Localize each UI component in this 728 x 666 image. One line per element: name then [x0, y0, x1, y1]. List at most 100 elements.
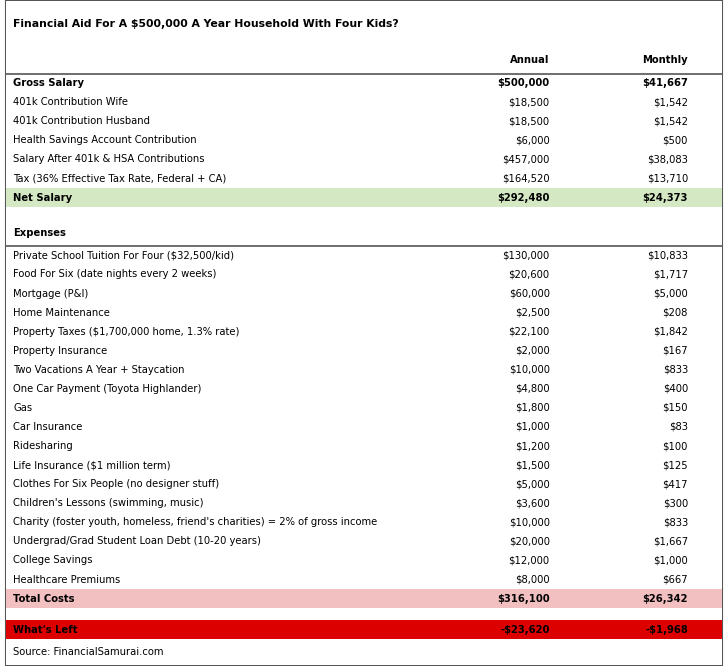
Text: -$1,968: -$1,968 — [645, 625, 688, 635]
Text: $24,373: $24,373 — [643, 192, 688, 202]
Text: Healthcare Premiums: Healthcare Premiums — [13, 575, 120, 585]
Text: $833: $833 — [662, 517, 688, 527]
Text: $316,100: $316,100 — [497, 593, 550, 603]
Text: Undergrad/Grad Student Loan Debt (10-20 years): Undergrad/Grad Student Loan Debt (10-20 … — [13, 536, 261, 546]
Text: $6,000: $6,000 — [515, 135, 550, 145]
Bar — [6, 620, 722, 639]
Text: $300: $300 — [662, 498, 688, 508]
Bar — [6, 150, 722, 169]
Bar — [6, 93, 722, 112]
Text: Two Vacations A Year + Staycation: Two Vacations A Year + Staycation — [13, 365, 185, 375]
Bar — [6, 360, 722, 380]
Text: $833: $833 — [662, 365, 688, 375]
Text: $1,542: $1,542 — [653, 117, 688, 127]
Bar — [6, 47, 722, 73]
Text: $13,710: $13,710 — [646, 173, 688, 183]
Bar — [6, 207, 722, 220]
Text: 401k Contribution Wife: 401k Contribution Wife — [13, 97, 128, 107]
Bar — [6, 284, 722, 303]
Text: $10,000: $10,000 — [509, 517, 550, 527]
Text: $125: $125 — [662, 460, 688, 470]
Bar — [6, 220, 722, 246]
Text: $164,520: $164,520 — [502, 173, 550, 183]
Text: Life Insurance ($1 million term): Life Insurance ($1 million term) — [13, 460, 170, 470]
Text: Financial Aid For A $500,000 A Year Household With Four Kids?: Financial Aid For A $500,000 A Year Hous… — [13, 19, 399, 29]
Bar — [6, 398, 722, 418]
Text: Total Costs: Total Costs — [13, 593, 74, 603]
Text: $667: $667 — [662, 575, 688, 585]
Text: Children's Lessons (swimming, music): Children's Lessons (swimming, music) — [13, 498, 204, 508]
Text: Annual: Annual — [510, 55, 550, 65]
Text: $10,000: $10,000 — [509, 365, 550, 375]
Bar — [6, 303, 722, 322]
Text: $2,500: $2,500 — [515, 308, 550, 318]
Text: Health Savings Account Contribution: Health Savings Account Contribution — [13, 135, 197, 145]
Bar — [6, 589, 722, 608]
Text: $130,000: $130,000 — [502, 250, 550, 260]
Bar — [6, 570, 722, 589]
Text: $1,200: $1,200 — [515, 441, 550, 451]
Text: $417: $417 — [662, 480, 688, 490]
Text: $3,600: $3,600 — [515, 498, 550, 508]
Text: Property Taxes ($1,700,000 home, 1.3% rate): Property Taxes ($1,700,000 home, 1.3% ra… — [13, 326, 240, 336]
Text: $1,800: $1,800 — [515, 403, 550, 413]
Text: $1,842: $1,842 — [653, 326, 688, 336]
Bar — [6, 188, 722, 207]
Text: $1,500: $1,500 — [515, 460, 550, 470]
Text: Home Maintenance: Home Maintenance — [13, 308, 110, 318]
Bar — [6, 246, 722, 265]
Bar — [6, 73, 722, 93]
Text: $1,667: $1,667 — [653, 536, 688, 546]
Text: $5,000: $5,000 — [515, 480, 550, 490]
Bar — [6, 456, 722, 475]
Text: $167: $167 — [662, 346, 688, 356]
Text: Net Salary: Net Salary — [13, 192, 72, 202]
Text: $20,600: $20,600 — [509, 270, 550, 280]
Text: $83: $83 — [669, 422, 688, 432]
Text: Expenses: Expenses — [13, 228, 66, 238]
Text: $8,000: $8,000 — [515, 575, 550, 585]
Bar — [6, 322, 722, 341]
Text: $1,542: $1,542 — [653, 97, 688, 107]
Text: Property Insurance: Property Insurance — [13, 346, 107, 356]
Text: Car Insurance: Car Insurance — [13, 422, 82, 432]
Text: $500,000: $500,000 — [497, 78, 550, 88]
Bar — [6, 112, 722, 131]
Text: $457,000: $457,000 — [502, 155, 550, 165]
Text: $1,000: $1,000 — [653, 555, 688, 565]
Bar — [6, 436, 722, 456]
Text: $400: $400 — [662, 384, 688, 394]
Text: $500: $500 — [662, 135, 688, 145]
Text: $12,000: $12,000 — [509, 555, 550, 565]
Bar — [6, 475, 722, 494]
Text: College Savings: College Savings — [13, 555, 92, 565]
Text: Gas: Gas — [13, 403, 32, 413]
Bar — [6, 131, 722, 150]
Text: Private School Tuition For Four ($32,500/kid): Private School Tuition For Four ($32,500… — [13, 250, 234, 260]
Text: $2,000: $2,000 — [515, 346, 550, 356]
Bar — [6, 494, 722, 513]
Bar — [6, 551, 722, 570]
Bar — [6, 418, 722, 436]
Text: 401k Contribution Husband: 401k Contribution Husband — [13, 117, 150, 127]
Text: What's Left: What's Left — [13, 625, 78, 635]
Text: $150: $150 — [662, 403, 688, 413]
Text: $26,342: $26,342 — [642, 593, 688, 603]
Text: $18,500: $18,500 — [509, 97, 550, 107]
Text: $20,000: $20,000 — [509, 536, 550, 546]
Text: $10,833: $10,833 — [647, 250, 688, 260]
Text: Tax (36% Effective Tax Rate, Federal + CA): Tax (36% Effective Tax Rate, Federal + C… — [13, 173, 226, 183]
Text: Gross Salary: Gross Salary — [13, 78, 84, 88]
Text: $1,000: $1,000 — [515, 422, 550, 432]
Text: Food For Six (date nights every 2 weeks): Food For Six (date nights every 2 weeks) — [13, 270, 216, 280]
Bar — [6, 341, 722, 360]
Bar — [6, 513, 722, 532]
Text: Monthly: Monthly — [642, 55, 688, 65]
Text: $41,667: $41,667 — [642, 78, 688, 88]
Text: $38,083: $38,083 — [647, 155, 688, 165]
Bar — [6, 380, 722, 398]
Text: $1,717: $1,717 — [653, 270, 688, 280]
Bar — [6, 1, 722, 47]
Text: $18,500: $18,500 — [509, 117, 550, 127]
Text: $208: $208 — [662, 308, 688, 318]
